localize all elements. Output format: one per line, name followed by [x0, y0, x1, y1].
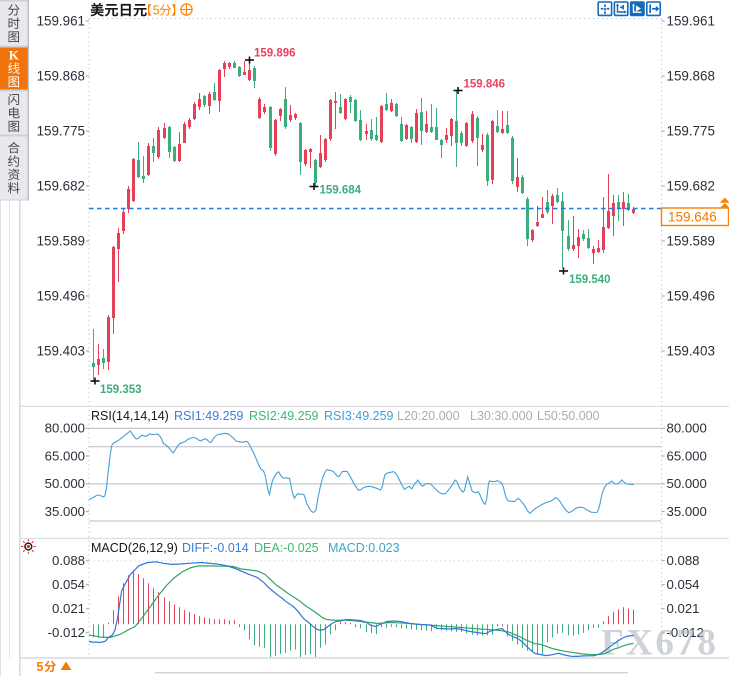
svg-text:159.682: 159.682 — [37, 179, 85, 194]
svg-text:0.021: 0.021 — [52, 601, 85, 616]
svg-text:MACD:0.023: MACD:0.023 — [328, 541, 400, 555]
svg-text:DEA:-0.025: DEA:-0.025 — [254, 541, 319, 555]
svg-text:RSI3:49.259: RSI3:49.259 — [324, 409, 394, 423]
svg-text:159.961: 159.961 — [667, 14, 715, 29]
svg-text:-0.012: -0.012 — [667, 625, 704, 640]
svg-text:L50:50.000: L50:50.000 — [537, 409, 600, 423]
svg-text:35.000: 35.000 — [45, 504, 85, 519]
svg-text:159.540: 159.540 — [569, 274, 611, 286]
svg-text:65.000: 65.000 — [45, 448, 85, 463]
svg-text:35.000: 35.000 — [667, 504, 707, 519]
svg-text:RSI(14,14,14): RSI(14,14,14) — [91, 409, 169, 423]
svg-text:50.000: 50.000 — [45, 476, 85, 491]
svg-text:159.353: 159.353 — [100, 384, 142, 396]
svg-text:159.896: 159.896 — [254, 48, 296, 60]
svg-text:159.496: 159.496 — [667, 289, 715, 304]
svg-text:K: K — [9, 48, 20, 63]
svg-text:5: 5 — [153, 4, 160, 18]
svg-text:159.961: 159.961 — [37, 14, 85, 29]
svg-text:FX678: FX678 — [601, 623, 718, 664]
svg-text:80.000: 80.000 — [667, 421, 707, 436]
svg-text:159.646: 159.646 — [668, 210, 717, 225]
svg-text:50.000: 50.000 — [667, 476, 707, 491]
svg-text:0.054: 0.054 — [667, 577, 700, 592]
svg-text:159.589: 159.589 — [667, 234, 715, 249]
svg-text:0.054: 0.054 — [52, 577, 85, 592]
svg-text:MACD(26,12,9): MACD(26,12,9) — [91, 541, 178, 555]
svg-text:L30:30.000: L30:30.000 — [470, 409, 533, 423]
svg-text:0.088: 0.088 — [667, 553, 700, 568]
svg-text:159.775: 159.775 — [37, 124, 85, 139]
svg-text:159.775: 159.775 — [667, 124, 715, 139]
svg-text:159.496: 159.496 — [37, 289, 85, 304]
svg-text:0.088: 0.088 — [52, 553, 85, 568]
svg-text:159.868: 159.868 — [37, 69, 85, 84]
svg-text:RSI1:49.259: RSI1:49.259 — [174, 409, 244, 423]
svg-text:80.000: 80.000 — [45, 421, 85, 436]
svg-text:L20:20.000: L20:20.000 — [397, 409, 460, 423]
svg-text:65.000: 65.000 — [667, 448, 707, 463]
svg-text:159.684: 159.684 — [320, 185, 362, 197]
svg-text:DIFF:-0.014: DIFF:-0.014 — [182, 541, 249, 555]
svg-text:159.868: 159.868 — [667, 69, 715, 84]
svg-text:159.682: 159.682 — [667, 179, 715, 194]
svg-text:-0.012: -0.012 — [48, 625, 85, 640]
svg-text:159.403: 159.403 — [37, 344, 85, 359]
svg-text:5: 5 — [37, 660, 44, 674]
svg-text:159.403: 159.403 — [667, 344, 715, 359]
svg-text:RSI2:49.259: RSI2:49.259 — [249, 409, 319, 423]
svg-text:159.589: 159.589 — [37, 234, 85, 249]
svg-text:0.021: 0.021 — [667, 601, 700, 616]
svg-text:159.846: 159.846 — [464, 79, 506, 91]
